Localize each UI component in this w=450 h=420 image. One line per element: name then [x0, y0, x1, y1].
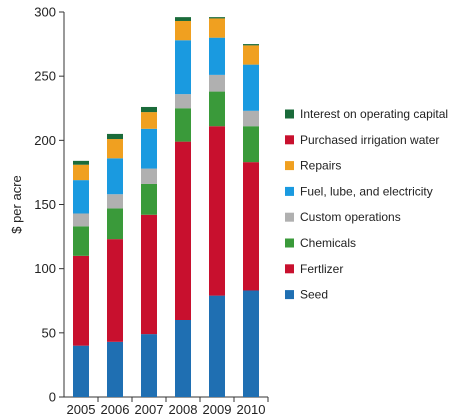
bar-segment	[141, 112, 157, 129]
bar-segment	[73, 164, 89, 181]
bar-segment	[107, 139, 123, 159]
bar-segment	[141, 168, 157, 184]
legend-swatch	[285, 264, 294, 274]
bar-segment	[209, 37, 225, 75]
bar-segment	[175, 20, 191, 41]
bars	[73, 17, 259, 397]
legend-label: Purchased irrigation water	[300, 133, 439, 147]
y-tick-label: 50	[42, 325, 56, 340]
bar-segment	[175, 320, 191, 397]
bar-segment	[243, 64, 259, 111]
legend-swatch	[285, 135, 294, 145]
legend-swatch	[285, 290, 294, 300]
bar-segment	[73, 345, 89, 397]
legend-swatch	[285, 161, 294, 171]
bar-segment	[141, 334, 157, 397]
legend-label: Repairs	[300, 159, 341, 173]
legend-swatch	[285, 109, 294, 119]
bar-segment	[141, 106, 157, 113]
x-tick-label: 2005	[67, 402, 96, 417]
bar-segment	[209, 295, 225, 397]
y-tick-label: 300	[34, 5, 56, 20]
bar-segment	[73, 160, 89, 165]
bar-segment	[209, 126, 225, 296]
bar-segment	[141, 183, 157, 215]
bar-segment	[243, 126, 259, 163]
bar-segment	[209, 18, 225, 38]
bar-segment	[73, 180, 89, 214]
bar-segment	[107, 341, 123, 397]
y-tick-label: 250	[34, 69, 56, 84]
axes: 0 50 100 150 200 250 300 2005 2006 2007 2008 2009 20…	[34, 5, 269, 417]
bar-segment	[243, 162, 259, 291]
legend-swatch	[285, 186, 294, 196]
legend-label: Custom operations	[300, 210, 401, 224]
x-tick-label: 2009	[203, 402, 232, 417]
x-tick-label: 2006	[101, 402, 130, 417]
legend-label: Interest on operating capital	[300, 107, 448, 121]
y-axis-title: $ per acre	[9, 175, 24, 234]
legend-label: Fuel, lube, and electricity	[300, 184, 433, 198]
y-tick-label: 150	[34, 197, 56, 212]
bar-segment	[107, 133, 123, 140]
bar-segment	[175, 17, 191, 21]
bar-segment	[209, 74, 225, 92]
bar-segment	[243, 290, 259, 397]
legend-label: Seed	[300, 288, 328, 302]
bar-segment	[107, 194, 123, 209]
bar-segment	[243, 110, 259, 127]
x-tick-label: 2007	[135, 402, 164, 417]
bar-segment	[209, 91, 225, 127]
legend-label: Chemicals	[300, 236, 356, 250]
y-tick-label: 200	[34, 133, 56, 148]
bar-segment	[73, 226, 89, 256]
bar-segment	[243, 45, 259, 65]
bar-segment	[209, 17, 225, 19]
bar-segment	[107, 158, 123, 195]
bar-segment	[73, 255, 89, 346]
bar-segment	[73, 213, 89, 227]
x-tick-label: 2010	[237, 402, 266, 417]
bar-segment	[141, 128, 157, 169]
bar-segment	[141, 214, 157, 335]
legend-label: Fertlizer	[300, 262, 343, 276]
bar-segment	[175, 40, 191, 95]
legend: Interest on operating capital Purchased i…	[285, 107, 448, 302]
bar-segment	[175, 141, 191, 320]
bar-segment	[107, 208, 123, 240]
x-tick-label: 2008	[169, 402, 198, 417]
y-tick-label: 100	[34, 261, 56, 276]
bar-segment	[175, 108, 191, 142]
bar-segment	[107, 239, 123, 342]
y-axis-title-group: $ per acre	[9, 175, 24, 234]
bar-segment	[175, 94, 191, 109]
legend-swatch	[285, 212, 294, 222]
bar-segment	[243, 44, 259, 46]
y-tick-label: 0	[49, 390, 56, 405]
legend-swatch	[285, 238, 294, 248]
